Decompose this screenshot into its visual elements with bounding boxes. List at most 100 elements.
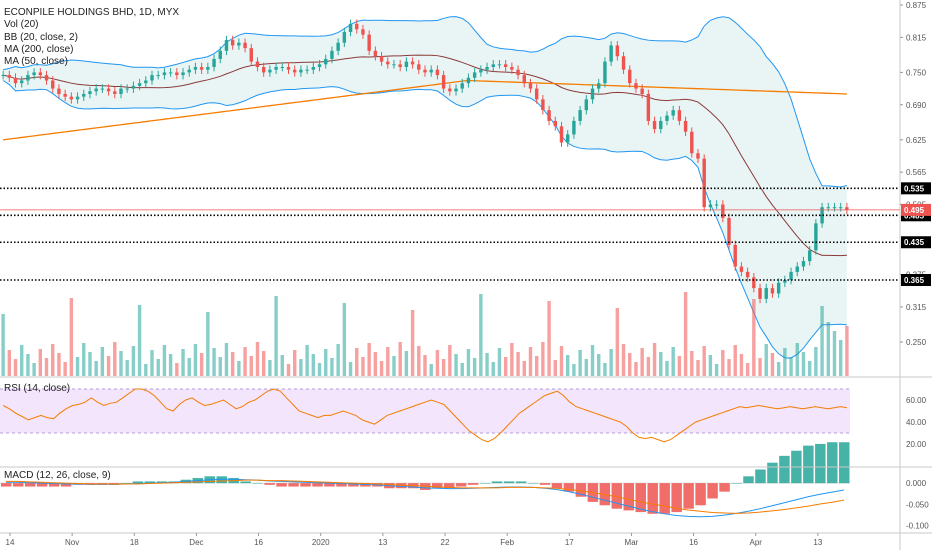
candle-body — [162, 72, 167, 76]
macd-pane[interactable] — [0, 442, 850, 518]
candle-body — [572, 120, 576, 135]
candle-body — [485, 67, 489, 70]
volume-bar — [57, 353, 61, 376]
candle-body — [386, 61, 390, 65]
macd-histogram-bar — [779, 455, 790, 484]
candle-body — [32, 72, 36, 76]
price-tick-label: 0.250 — [906, 338, 927, 347]
volume-bar — [671, 347, 675, 376]
volume-bar — [293, 350, 297, 376]
macd-histogram-bar — [563, 483, 575, 492]
volume-bar — [534, 356, 539, 376]
volume-bar — [448, 345, 452, 376]
volume-bar — [776, 362, 781, 376]
volume-bar — [367, 343, 371, 376]
volume-bar — [789, 357, 793, 376]
volume-bar — [131, 346, 136, 376]
volume-bar — [541, 342, 545, 376]
volume-bar — [714, 364, 719, 376]
candle-body — [522, 75, 526, 84]
volume-bar — [733, 345, 737, 376]
volume-bar — [199, 353, 204, 376]
volume-bar — [584, 359, 589, 376]
macd-histogram-bar — [288, 483, 299, 487]
volume-bar — [801, 352, 806, 376]
volume-bar — [547, 301, 551, 376]
macd-histogram-bar — [815, 443, 826, 484]
volume-bar — [330, 358, 334, 376]
volume-bar — [838, 340, 843, 376]
level-label-box — [901, 182, 931, 195]
candle-body — [454, 88, 458, 92]
candle-body — [410, 61, 415, 65]
candle-body — [82, 93, 86, 97]
candle-body — [348, 23, 353, 32]
volume-bar — [324, 349, 328, 376]
volume-bar — [94, 361, 98, 376]
candle-body — [299, 69, 303, 73]
candle-body — [206, 67, 210, 70]
macd-histogram-bar — [515, 481, 527, 484]
macd-histogram-bar — [48, 483, 60, 487]
macd-histogram-bar — [707, 483, 718, 499]
volume-bar — [597, 354, 601, 376]
volume-bar — [342, 303, 347, 376]
candle-body — [733, 244, 737, 267]
candle-body — [801, 261, 806, 267]
candle-body — [212, 58, 216, 68]
volume-bar — [144, 364, 148, 376]
volume-bar — [311, 354, 316, 376]
candle-body — [807, 250, 812, 262]
volume-bar — [472, 358, 477, 376]
candle-body — [268, 69, 272, 73]
macd-histogram-bar — [252, 483, 263, 484]
candle-body — [106, 88, 111, 92]
volume-bar — [727, 359, 731, 376]
time-tick-label: Nov — [65, 538, 79, 547]
volume-bar — [237, 361, 241, 376]
volume-bar — [745, 363, 750, 376]
rsi-line — [2, 388, 847, 443]
volume-bar — [615, 308, 620, 376]
candle-body — [795, 266, 799, 272]
legend-ma200: MA (200, close) — [4, 44, 73, 55]
candle-body — [516, 69, 520, 76]
candle-body — [13, 77, 18, 84]
candle-body — [590, 88, 595, 100]
price-pane[interactable] — [0, 16, 900, 376]
macd-histogram-bar — [455, 483, 467, 487]
candle-body — [770, 288, 775, 294]
macd-histogram-bar — [623, 483, 635, 511]
volume-bar — [510, 343, 514, 376]
bb-band-fill — [3, 16, 847, 359]
volume-bar — [503, 357, 508, 376]
volume-bar — [224, 343, 229, 376]
volume-bar — [100, 347, 105, 376]
time-tick-label: 16 — [254, 538, 263, 547]
candle-body — [640, 88, 644, 94]
volume-bar — [187, 358, 191, 376]
macd-histogram-bar — [312, 483, 323, 487]
candle-body — [776, 282, 781, 294]
volume-bar — [764, 344, 768, 376]
candle-body — [460, 83, 464, 89]
volume-bar — [230, 352, 235, 376]
volume-bar — [565, 355, 570, 376]
candle-body — [100, 88, 105, 90]
macd-histogram-bar — [324, 483, 335, 487]
volume-bar — [603, 363, 607, 376]
volume-bar — [826, 322, 830, 376]
macd-histogram-bar — [839, 442, 850, 484]
candle-body — [243, 42, 247, 49]
volume-bar — [206, 312, 210, 376]
volume-bar — [212, 348, 216, 376]
price-tick-label: 0.565 — [906, 168, 927, 177]
candle-body — [75, 96, 80, 100]
time-tick-label: 2020 — [312, 538, 330, 547]
bb-lower-line — [2, 80, 847, 359]
candle-body — [541, 99, 545, 111]
last-price-label: 0.495 — [904, 206, 925, 215]
candle-body — [237, 42, 241, 46]
rsi-pane[interactable] — [0, 388, 850, 443]
